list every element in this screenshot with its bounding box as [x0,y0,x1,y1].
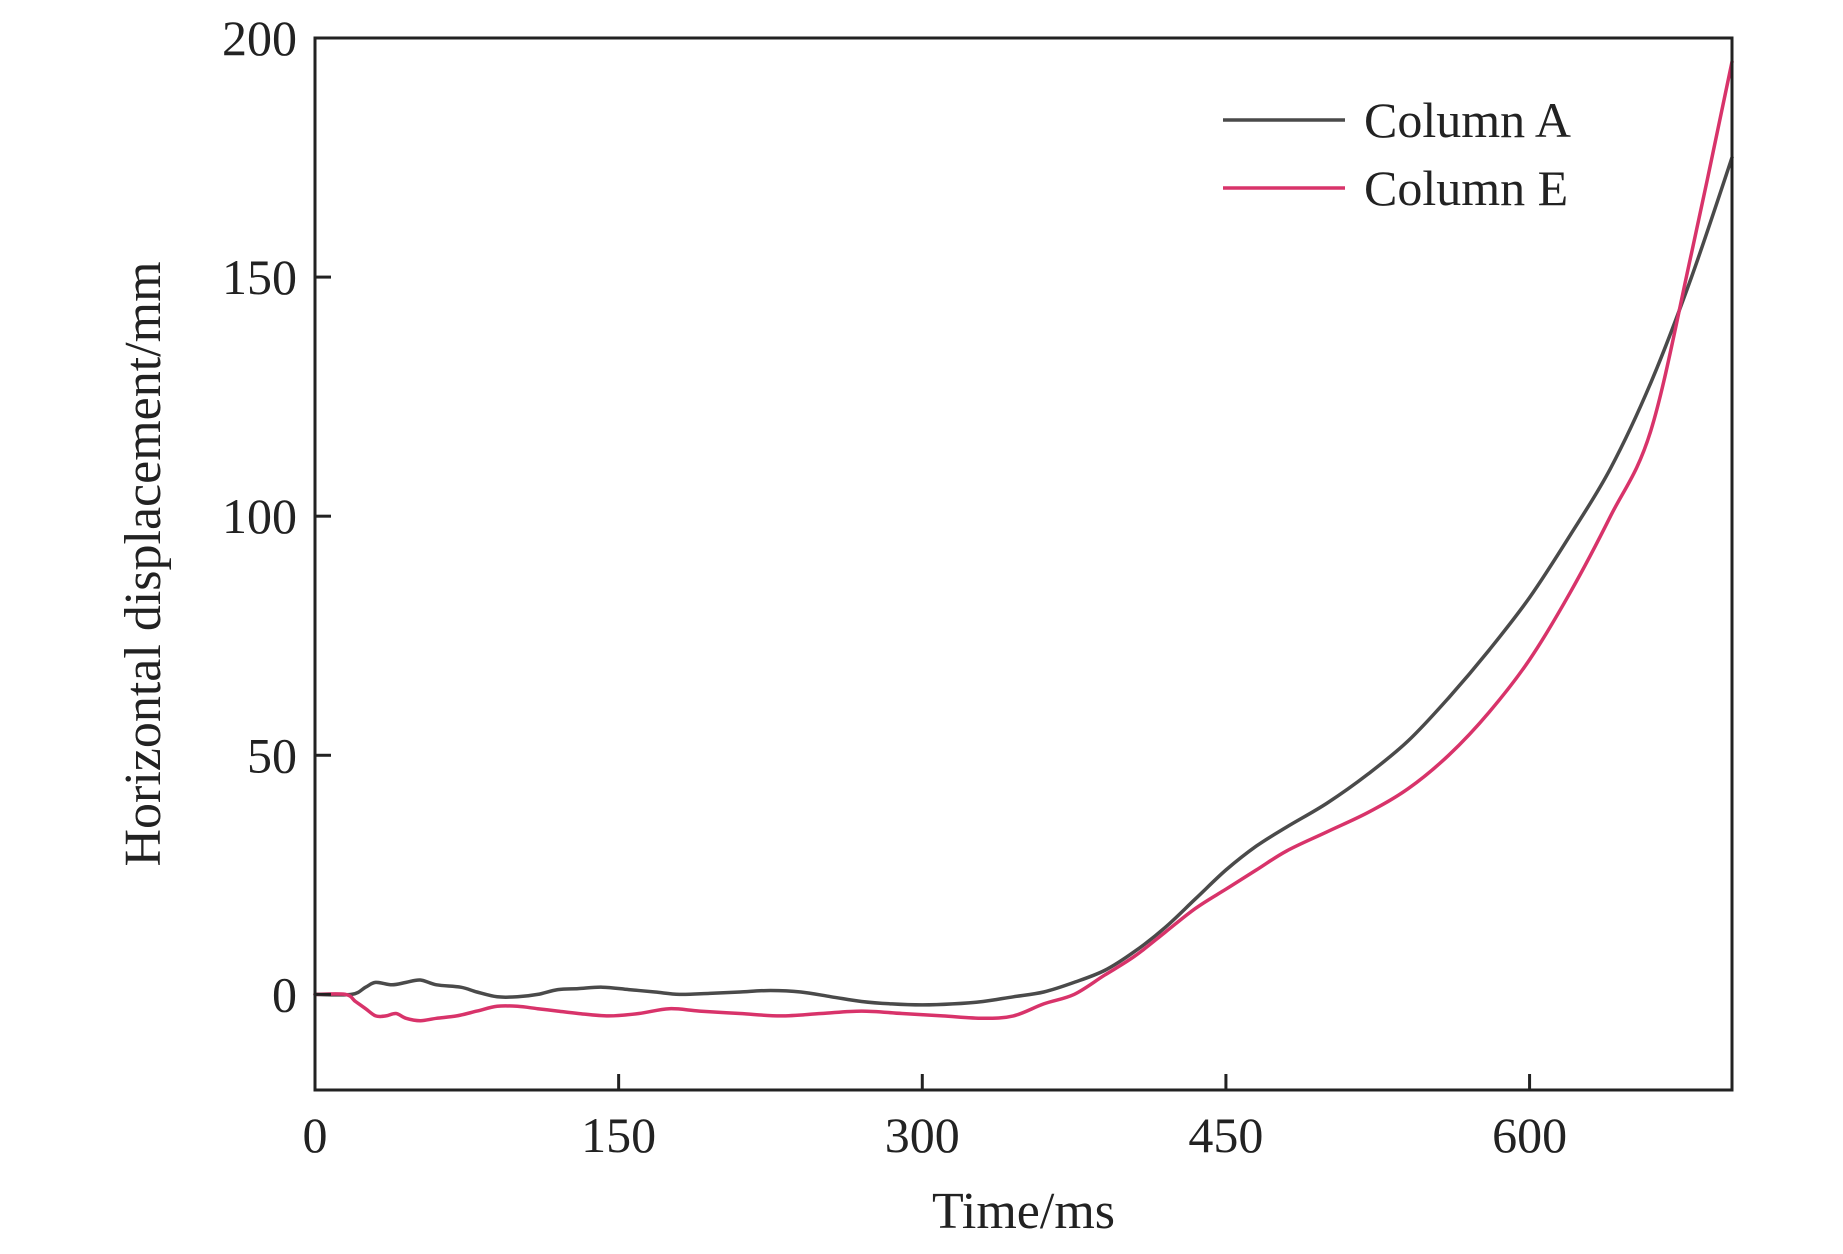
x-tick-label: 450 [1188,1107,1263,1163]
series-line-column-a [313,155,1734,1007]
y-axis-title: Horizontal displacement/mm [115,261,172,866]
x-axis-ticks: 0 150 300 450 600 [303,1074,1567,1163]
y-tick-label: 100 [222,488,297,544]
y-tick-label: 200 [222,10,297,66]
y-axis-ticks: 0 50 100 150 200 [222,10,331,1022]
y-tick-label: 50 [247,727,297,783]
series-layer [313,60,1734,1023]
x-axis-title: Time/ms [932,1183,1115,1240]
series-line-column-e [313,60,1734,1023]
y-tick-label: 150 [222,249,297,305]
x-tick-label: 150 [581,1107,656,1163]
x-tick-label: 300 [885,1107,960,1163]
x-tick-label: 600 [1492,1107,1567,1163]
x-tick-label: 0 [303,1107,328,1163]
y-tick-label: 0 [272,966,297,1022]
legend: Column A Column E [1223,92,1571,216]
legend-label-column-e: Column E [1364,160,1568,216]
legend-label-column-a: Column A [1364,92,1571,148]
plot-frame [313,36,1734,1092]
